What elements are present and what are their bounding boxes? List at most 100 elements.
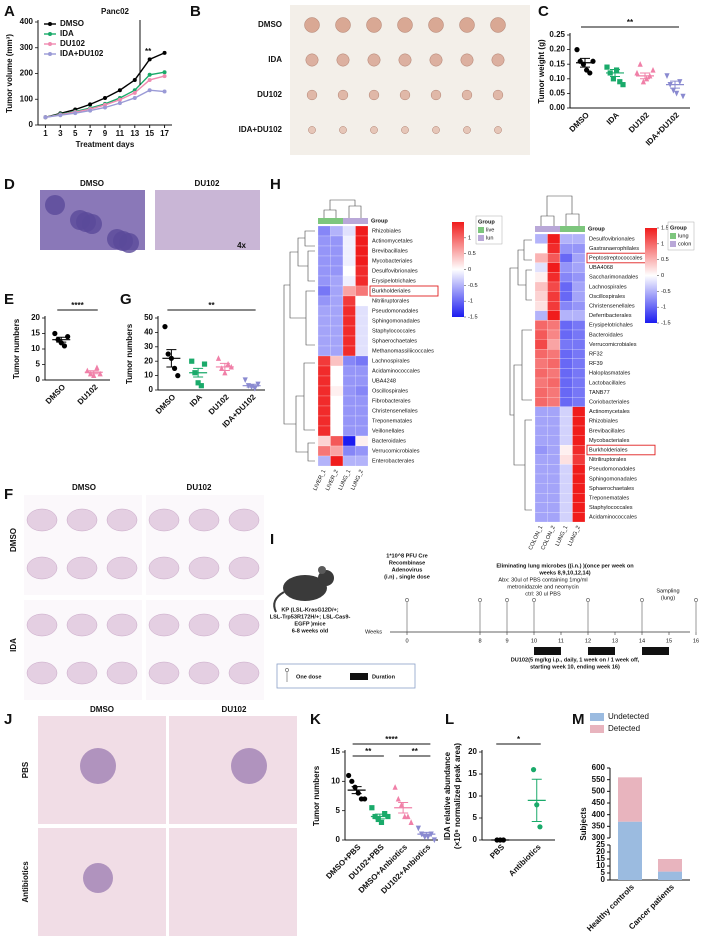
column-label: LUNG_2	[350, 469, 365, 491]
induction-note: Adenovirus	[392, 567, 423, 573]
y-tick-label: 10	[31, 344, 40, 353]
duration-bar	[642, 647, 669, 655]
row-label: Saccharimonadales	[589, 275, 638, 281]
data-point	[255, 381, 261, 388]
histology-image	[169, 828, 297, 936]
row-label: Nitriliruptorales	[589, 457, 627, 463]
tumor-nodule	[231, 748, 267, 784]
y-tick-label: 0	[601, 875, 606, 884]
heatmap-cell	[572, 387, 586, 398]
y-tick-label: 0.15	[549, 59, 565, 68]
heatmap-cell	[330, 295, 344, 307]
lung-lobe	[148, 556, 180, 580]
heatmap-cell	[547, 233, 561, 244]
error-bar	[670, 80, 680, 89]
heatmap-cell	[534, 233, 548, 244]
row-label: Desulfovibrionales	[589, 236, 635, 242]
data-point	[650, 66, 656, 73]
row-label: Erysipelotrichales	[372, 278, 416, 284]
data-point	[91, 372, 97, 378]
panel-letter: G	[120, 291, 132, 308]
y-tick-label: 0	[473, 835, 478, 844]
magnification: 4x	[237, 241, 246, 250]
heatmap-cell	[547, 512, 561, 523]
heatmap-cell	[342, 385, 356, 397]
y-tick-label: 10	[468, 791, 477, 800]
row-label: Fibrobacterales	[372, 398, 411, 404]
row-label: Coriobacteriales	[589, 399, 630, 405]
heatmap-cell	[547, 464, 561, 475]
heatmap-cell	[342, 335, 356, 347]
heatmap-cell	[355, 255, 369, 267]
heatmap-cell	[342, 455, 356, 467]
data-point	[201, 361, 208, 367]
lung-lobe	[66, 661, 98, 685]
tumor	[401, 126, 409, 134]
scale-tick-label: -0.5	[661, 289, 671, 295]
heatmap-cell	[534, 262, 548, 273]
heatmap-cell	[330, 245, 344, 257]
y-tick-label: 25	[596, 840, 605, 849]
annotation: **	[145, 47, 152, 56]
row-label: Sphaerochaetales	[589, 486, 634, 492]
scale-tick-label: 0.5	[468, 251, 476, 257]
week-label: 14	[639, 638, 645, 644]
data-point	[395, 795, 401, 802]
tumor	[305, 53, 319, 67]
row-label: Christensenellales	[589, 303, 635, 309]
heatmap-cell	[355, 245, 369, 257]
heatmap-cell	[355, 345, 369, 357]
row-label: Deferribacterales	[589, 313, 632, 319]
heatmap-cell	[572, 339, 586, 350]
scale-tick-label: 0.5	[661, 257, 669, 263]
heatmap-cell	[317, 415, 331, 427]
x-tick-label: DMSO	[44, 383, 67, 406]
legend-label: Undetected	[608, 712, 649, 721]
data-point	[117, 88, 122, 93]
error-bar	[246, 383, 257, 388]
x-tick-label: 1	[43, 129, 48, 138]
heatmap-cell	[330, 435, 344, 447]
y-tick-label: 300	[592, 833, 606, 842]
heatmap-cell	[559, 464, 573, 475]
week-label: 13	[612, 638, 618, 644]
tumor-nodule	[45, 195, 65, 215]
heatmap-cell	[572, 233, 586, 244]
heatmap-cell	[342, 375, 356, 387]
legend-label: One dose	[296, 674, 322, 680]
highlight-box	[586, 444, 656, 456]
y-tick-label: 20	[144, 356, 153, 365]
elimination-note: Eliminating lung microbes ((i.n.) )(once…	[496, 563, 634, 569]
legend-label: Detected	[608, 724, 640, 733]
row-label: DMSO	[258, 20, 282, 29]
panel-letter: D	[4, 176, 15, 193]
y-tick-label: 40	[144, 328, 153, 337]
heatmap-cell	[330, 415, 344, 427]
heatmap-cell	[559, 377, 573, 388]
y-tick-label: 20	[468, 747, 477, 756]
heatmap-cell	[317, 455, 331, 467]
duration-bar	[534, 647, 561, 655]
scale-tick-label: -1.5	[468, 314, 478, 320]
heatmap-cell	[559, 473, 573, 484]
row-label: Actinomycetales	[589, 409, 630, 415]
row-label: Sphingomonadales	[372, 318, 420, 324]
panel-letter: L	[445, 711, 454, 728]
elimination-note: weeks 8,9,10,12,14)	[538, 570, 590, 576]
row-label: DU102	[257, 90, 282, 99]
data-point	[378, 819, 385, 825]
row-label: Acidaminococcales	[589, 515, 637, 521]
data-point	[369, 805, 375, 811]
heatmap-cell	[572, 406, 586, 417]
data-point	[189, 358, 195, 364]
y-tick-label: 350	[592, 821, 606, 830]
heatmap-cell	[330, 445, 344, 457]
heatmap-cell	[355, 405, 369, 417]
heatmap-cell	[572, 329, 586, 340]
tumor	[337, 89, 349, 101]
heatmap-cell	[534, 243, 548, 254]
group-bar	[318, 218, 331, 224]
column-label: DU102	[187, 483, 212, 492]
x-tick-label: DMSO	[568, 111, 591, 134]
heatmap-cell	[534, 377, 548, 388]
